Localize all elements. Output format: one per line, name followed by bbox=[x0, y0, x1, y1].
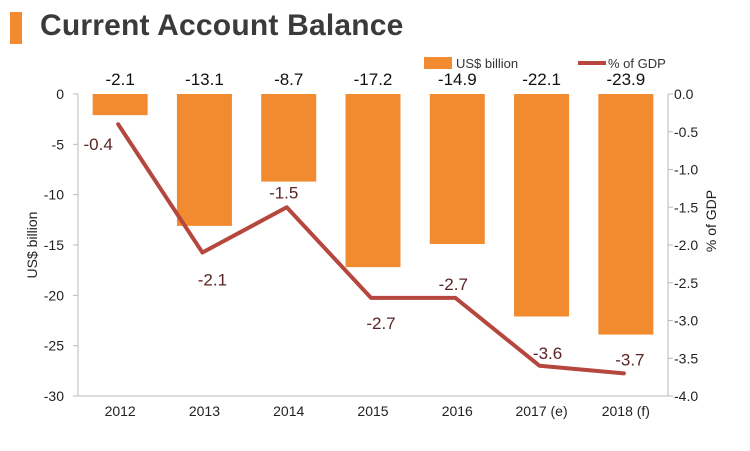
y2-tick-label: -2.5 bbox=[674, 275, 698, 291]
chart-title: Current Account Balance bbox=[40, 9, 404, 42]
y-tick-label: -10 bbox=[44, 187, 64, 203]
x-tick-label: 2012 bbox=[105, 403, 136, 419]
bar-data-label: -13.1 bbox=[185, 70, 224, 89]
gdp-line-point bbox=[369, 296, 373, 300]
y2-tick-label: -1.0 bbox=[674, 162, 698, 178]
y-axis-title: US$ billion bbox=[24, 212, 40, 279]
x-tick-label: 2014 bbox=[273, 403, 304, 419]
bar bbox=[514, 94, 570, 317]
title-accent-bar bbox=[10, 12, 22, 44]
legend-label-bar: US$ billion bbox=[456, 56, 518, 71]
bar-data-label: -8.7 bbox=[274, 70, 303, 89]
bar bbox=[429, 94, 485, 244]
legend-swatch-bar bbox=[424, 57, 452, 69]
y2-tick-label: -0.5 bbox=[674, 124, 698, 140]
gdp-line-point bbox=[116, 122, 120, 126]
gdp-data-label: -2.1 bbox=[198, 271, 227, 290]
y2-tick-label: -3.5 bbox=[674, 350, 698, 366]
gdp-data-label: -3.7 bbox=[615, 350, 644, 369]
y2-tick-label: -1.5 bbox=[674, 199, 698, 215]
y-tick-label: -5 bbox=[52, 136, 65, 152]
y2-tick-label: -3.0 bbox=[674, 313, 698, 329]
gdp-line-point bbox=[538, 364, 542, 368]
gdp-data-label: -0.4 bbox=[83, 135, 112, 154]
bar-data-label: -17.2 bbox=[354, 70, 393, 89]
bar bbox=[598, 94, 654, 335]
bar bbox=[345, 94, 401, 268]
bar bbox=[261, 94, 317, 182]
y2-tick-label: -2.0 bbox=[674, 237, 698, 253]
gdp-line-point bbox=[622, 371, 626, 375]
gdp-line-point bbox=[453, 296, 457, 300]
x-tick-label: 2016 bbox=[442, 403, 473, 419]
y-tick-label: -30 bbox=[44, 388, 64, 404]
x-tick-label: 2018 (f) bbox=[602, 403, 650, 419]
legend-label-line: % of GDP bbox=[608, 56, 666, 71]
gdp-data-label: -1.5 bbox=[269, 183, 298, 202]
bar bbox=[176, 94, 232, 226]
y-tick-label: 0 bbox=[56, 86, 64, 102]
x-tick-label: 2013 bbox=[189, 403, 220, 419]
gdp-line-point bbox=[200, 251, 204, 255]
gdp-data-label: -2.7 bbox=[366, 314, 395, 333]
bar-data-label: -2.1 bbox=[105, 70, 134, 89]
y2-tick-label: 0.0 bbox=[674, 86, 694, 102]
y-tick-label: -25 bbox=[44, 338, 64, 354]
bar-data-label: -22.1 bbox=[522, 70, 561, 89]
y-tick-label: -20 bbox=[44, 287, 64, 303]
gdp-line-point bbox=[285, 205, 289, 209]
gdp-data-label: -2.7 bbox=[439, 275, 468, 294]
y2-axis-title: % of GDP bbox=[703, 190, 719, 252]
y-tick-label: -15 bbox=[44, 237, 64, 253]
bar-data-label: -23.9 bbox=[606, 70, 645, 89]
gdp-data-label: -3.6 bbox=[533, 344, 562, 363]
bar bbox=[92, 94, 148, 116]
x-tick-label: 2015 bbox=[357, 403, 388, 419]
x-tick-label: 2017 (e) bbox=[515, 403, 567, 419]
bar-data-label: -14.9 bbox=[438, 70, 477, 89]
y2-tick-label: -4.0 bbox=[674, 388, 698, 404]
